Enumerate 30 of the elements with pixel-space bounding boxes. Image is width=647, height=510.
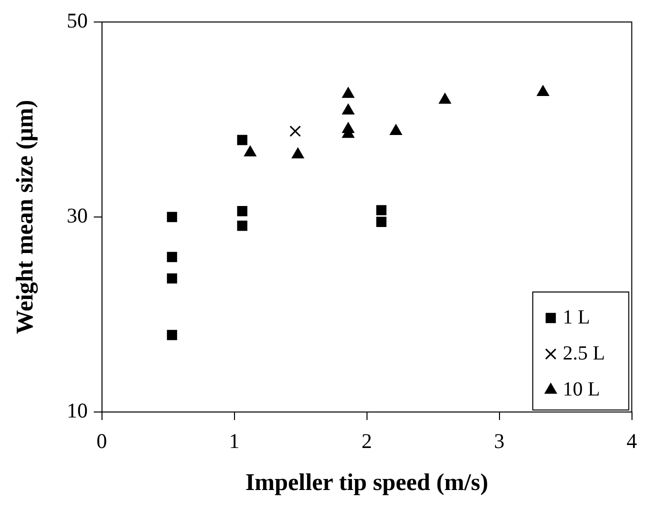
point — [536, 85, 550, 96]
point — [166, 330, 178, 340]
x-tick-label: 0 — [96, 429, 108, 454]
x-tick-label: 2 — [362, 429, 372, 454]
y-tick-label: 30 — [66, 204, 88, 228]
point — [237, 134, 248, 146]
point — [237, 220, 248, 231]
x-tick-label: 1 — [229, 429, 240, 454]
x-tick-label: 3 — [494, 429, 505, 454]
point — [290, 126, 301, 137]
point — [166, 212, 178, 222]
y-tick-label: 10 — [66, 398, 88, 423]
y-tick-label: 50 — [66, 8, 88, 33]
point — [438, 93, 452, 104]
point — [292, 148, 304, 158]
point — [390, 124, 402, 135]
legend-label: 2.5 L — [562, 342, 605, 364]
point — [342, 87, 354, 98]
legend-label: 1 L — [562, 306, 590, 328]
point — [376, 205, 386, 216]
point — [166, 273, 178, 284]
point — [376, 216, 386, 227]
point — [244, 146, 256, 156]
x-tick-label: 4 — [626, 429, 638, 454]
x-axis-title: Impeller tip speed (m/s) — [245, 470, 488, 496]
point — [166, 252, 178, 262]
legend-label: 10 L — [562, 378, 600, 400]
y-axis-title: Weight mean size (μm) — [12, 100, 39, 334]
point — [342, 104, 354, 114]
point — [237, 206, 248, 216]
